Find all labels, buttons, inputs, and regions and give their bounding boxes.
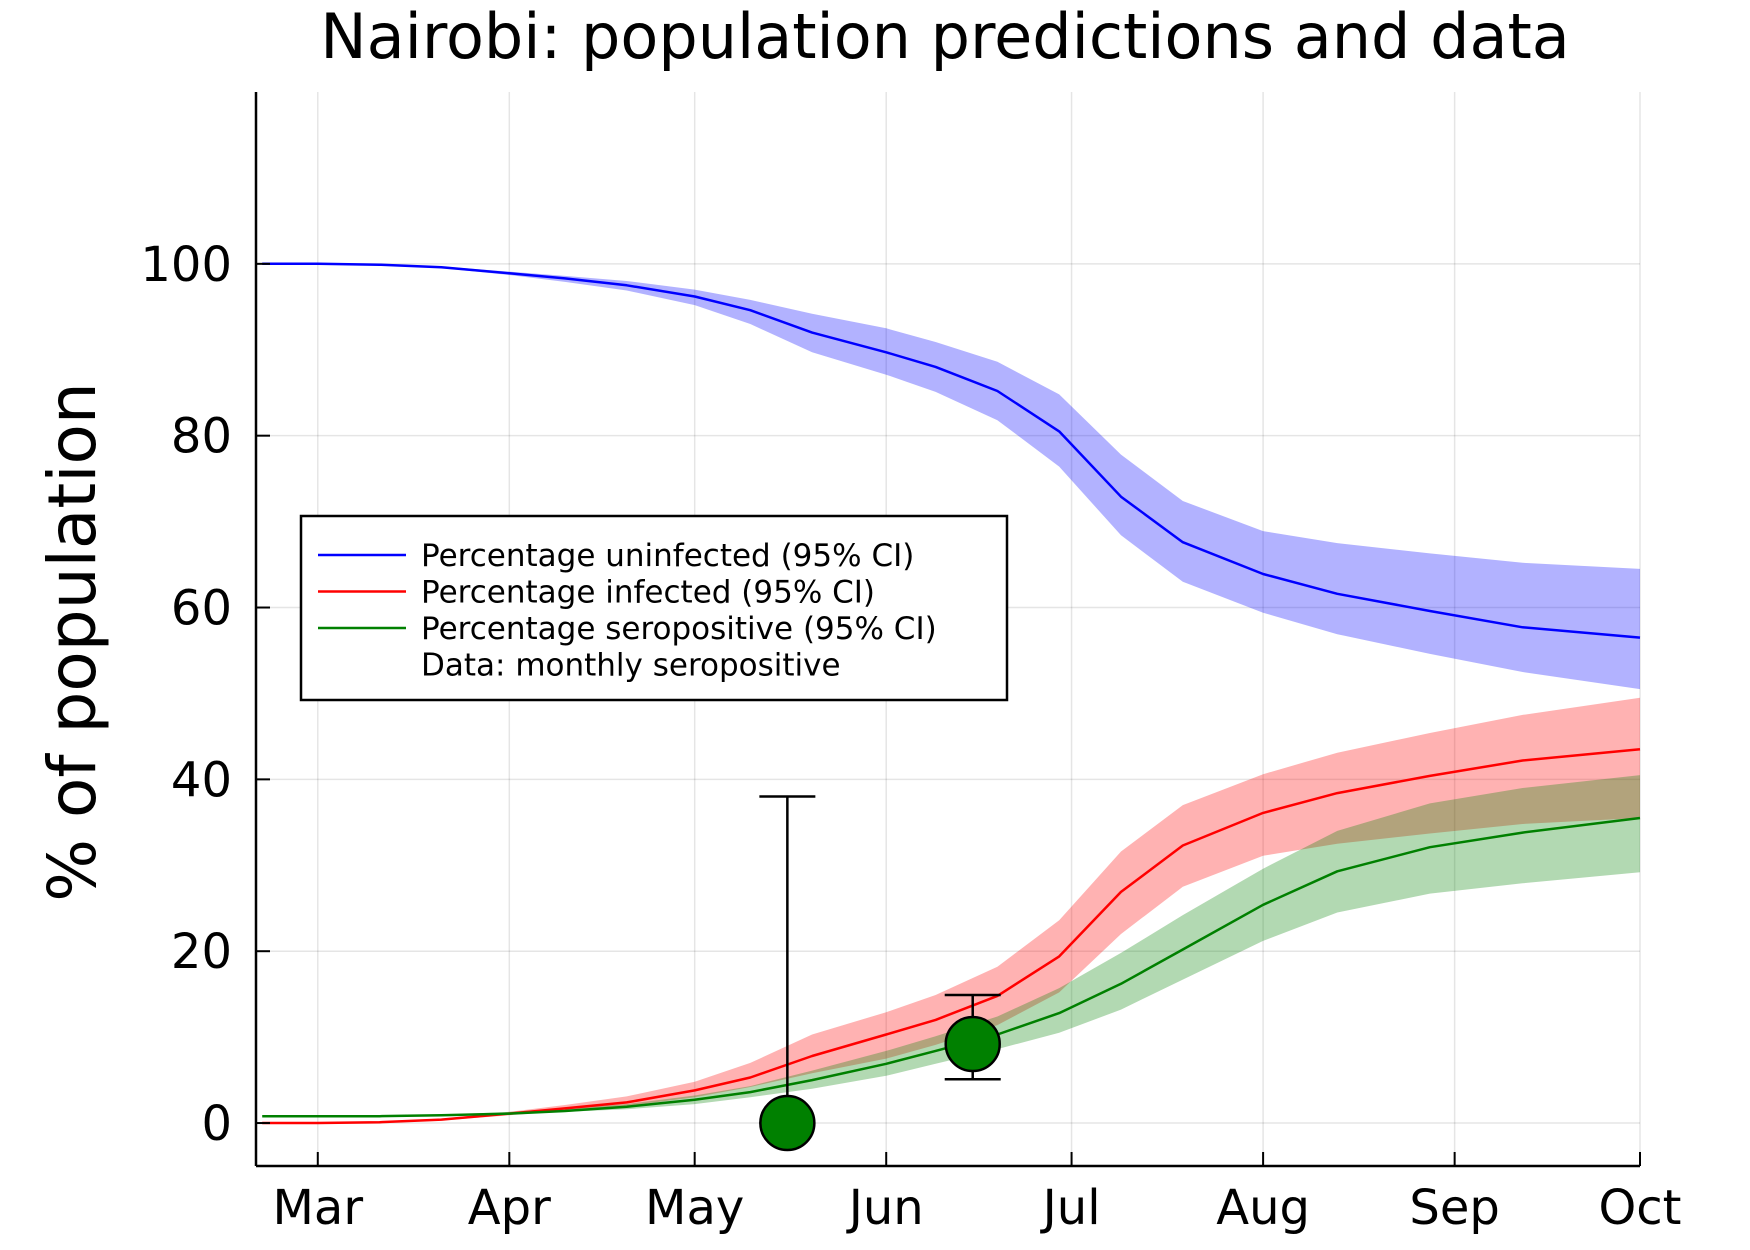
x-tick-label: Oct [1599, 1180, 1682, 1236]
x-tick-label: Mar [273, 1180, 364, 1236]
data-point [759, 1094, 816, 1152]
axes [254, 92, 1640, 1168]
x-tick-label: Apr [468, 1180, 551, 1236]
series-line [262, 262, 1641, 639]
data-point [944, 1015, 1001, 1073]
legend-label: Percentage uninfected (95% CI) [421, 538, 914, 574]
data-points [759, 795, 1001, 1152]
y-tick-label: 20 [171, 924, 232, 980]
x-tick-label: Jun [846, 1180, 924, 1236]
y-axis-ticks: 0 20 40 60 80 100 [140, 237, 270, 1152]
y-tick-label: 60 [171, 581, 232, 637]
y-axis-label: % of population [34, 382, 111, 902]
x-tick-label: May [645, 1180, 744, 1236]
x-tick-label: Aug [1216, 1180, 1310, 1236]
x-tick-label: Jul [1040, 1180, 1101, 1236]
x-axis-ticks: Mar Apr May Jun Jul Aug Sep Oct [273, 1152, 1682, 1236]
legend-label: Percentage infected (95% CI) [421, 575, 875, 611]
chart-title: Nairobi: population predictions and data [320, 0, 1570, 73]
series-lines [262, 262, 1641, 1125]
y-tick-label: 40 [171, 752, 232, 808]
series-line [262, 748, 1641, 1125]
legend-label: Percentage seropositive (95% CI) [421, 611, 937, 647]
y-tick-label: 100 [140, 237, 232, 293]
series-line [262, 816, 1641, 1118]
y-tick-label: 80 [171, 409, 232, 465]
legend-label: Data: monthly seropositive [421, 648, 841, 684]
legend: Percentage uninfected (95% CI)Percentage… [299, 514, 1009, 702]
y-tick-label: 0 [201, 1096, 232, 1152]
confidence-band [262, 775, 1641, 1117]
legend-box [299, 514, 1009, 702]
x-tick-label: Sep [1409, 1180, 1499, 1236]
